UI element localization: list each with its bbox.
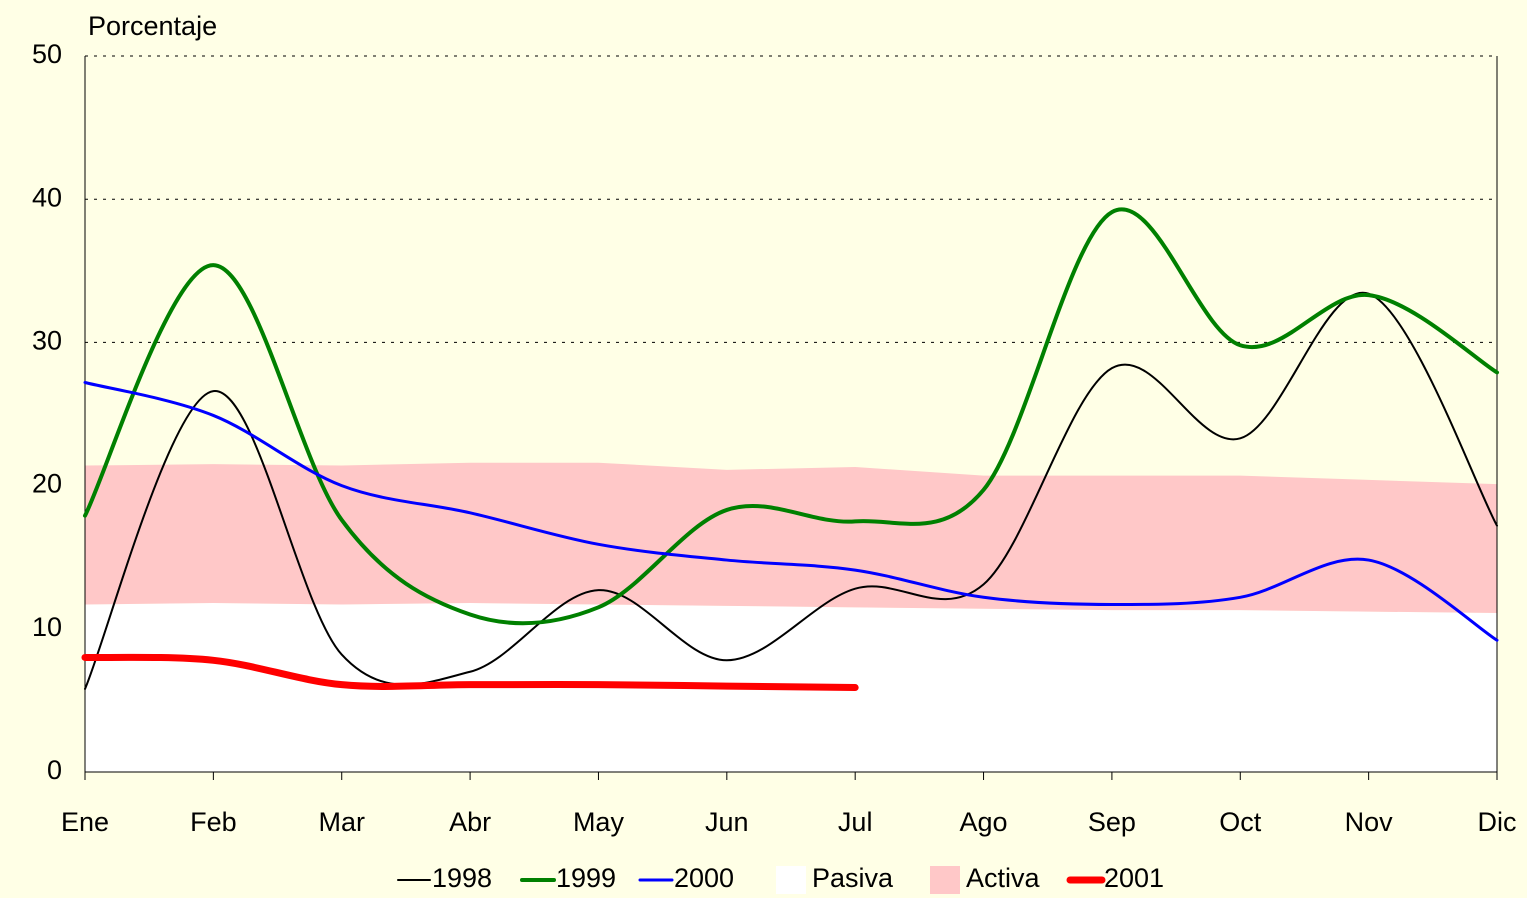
x-tick-label: Jul — [838, 807, 873, 837]
legend-label: 2000 — [674, 863, 734, 893]
y-axis-label: Porcentaje — [88, 11, 217, 41]
line — [83, 207, 1499, 626]
line — [81, 653, 859, 692]
legend-label: 1998 — [432, 863, 492, 893]
y-tick-label: 20 — [32, 469, 62, 499]
line — [83, 380, 1499, 642]
x-tick-label: Oct — [1219, 807, 1262, 837]
x-tick-label: Abr — [449, 807, 491, 837]
y-tick-label: 50 — [32, 39, 62, 69]
x-tick-label: Jun — [705, 807, 749, 837]
x-tick-label: Sep — [1088, 807, 1136, 837]
x-tick-label: Ene — [61, 807, 109, 837]
y-tick-label: 0 — [47, 755, 62, 785]
legend-swatch — [776, 866, 806, 894]
x-tick-label: Dic — [1478, 807, 1517, 837]
y-tick-label: 10 — [32, 612, 62, 642]
legend-label: Pasiva — [812, 863, 894, 893]
y-tick-label: 40 — [32, 182, 62, 212]
x-tick-label: Nov — [1345, 807, 1394, 837]
x-tick-label: Ago — [960, 807, 1008, 837]
legend-label: 1999 — [556, 863, 616, 893]
legend-label: Activa — [966, 863, 1041, 893]
x-tick-label: Feb — [190, 807, 237, 837]
legend-swatch — [930, 866, 960, 894]
x-tick-label: May — [573, 807, 625, 837]
line — [84, 291, 1498, 690]
area — [85, 462, 1497, 614]
legend-label: 2001 — [1104, 863, 1164, 893]
y-tick-label: 30 — [32, 326, 62, 356]
x-tick-label: Mar — [318, 807, 365, 837]
